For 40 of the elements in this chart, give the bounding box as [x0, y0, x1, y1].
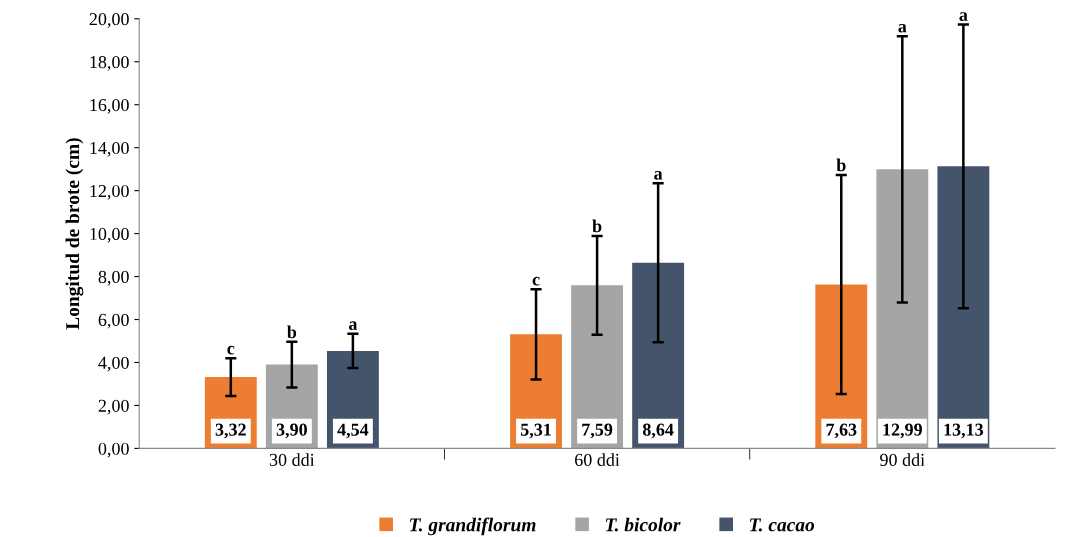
y-tick-label: 10,00	[90, 227, 129, 243]
data-label: 8,64	[642, 423, 674, 439]
y-tick-label: 6,00	[98, 313, 129, 329]
legend-label: T. bicolor	[605, 517, 681, 532]
data-label: 7,63	[826, 423, 857, 439]
data-label: 13,13	[944, 423, 984, 439]
y-tick-label: 16,00	[90, 98, 129, 114]
bar	[937, 166, 990, 449]
x-tick-label: 60 ddi	[575, 453, 620, 466]
annotation: c	[227, 345, 235, 355]
y-tick-label: 4,00	[98, 356, 129, 372]
annotation: b	[836, 158, 846, 172]
legend-label: T. grandiflorum	[409, 517, 536, 536]
data-label: 3,90	[276, 423, 307, 439]
data-label: 3,32	[215, 423, 246, 439]
y-tick-label: 2,00	[98, 399, 129, 415]
y-tick-label: 8,00	[98, 270, 129, 286]
annotation: b	[592, 219, 602, 233]
data-label: 7,59	[582, 423, 613, 439]
annotation: b	[287, 325, 297, 339]
y-tick-label: 20,00	[89, 13, 129, 28]
annotation: a	[654, 171, 663, 180]
bar	[571, 285, 624, 449]
y-tick-label: 12,00	[90, 184, 129, 200]
data-label: 4,54	[337, 423, 369, 439]
data-label: 5,31	[520, 423, 551, 439]
bar	[876, 169, 929, 449]
annotation: c	[532, 276, 540, 286]
y-tick-label: 14,00	[90, 141, 129, 157]
y-tick-label: 0,00	[98, 442, 129, 458]
annotation: a	[898, 23, 907, 33]
data-label: 12,99	[883, 423, 922, 439]
annotation: a	[959, 12, 968, 21]
legend-label: T. cacao	[749, 518, 815, 532]
x-tick-label: 30 ddi	[269, 453, 315, 466]
y-axis-title: Longitud de brote (cm)	[65, 138, 84, 330]
annotation: a	[348, 321, 358, 331]
y-tick-label: 18,00	[90, 56, 129, 71]
x-tick-label: 90 ddi	[880, 453, 925, 466]
bar	[632, 262, 685, 449]
